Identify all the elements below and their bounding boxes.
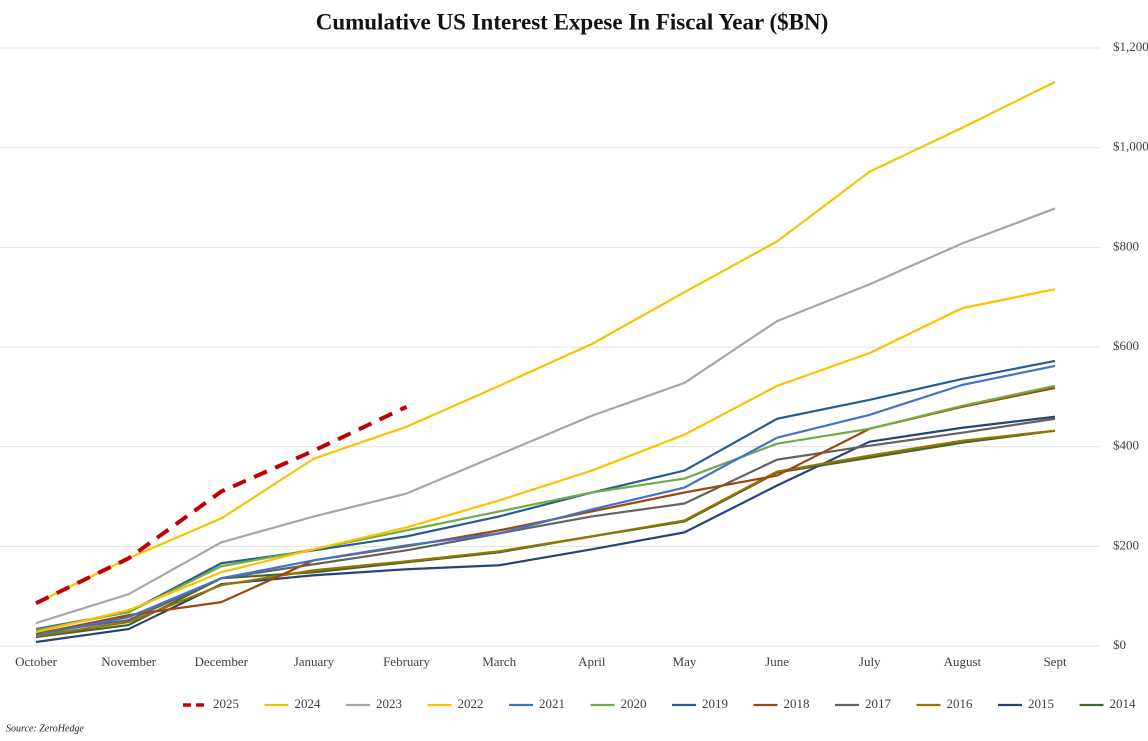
legend-label: 2023: [376, 696, 402, 711]
x-tick-label: June: [765, 654, 789, 669]
legend-label: 2020: [621, 696, 647, 711]
legend-label: 2015: [1028, 696, 1054, 711]
series-line: [35, 80, 1056, 605]
x-tick-label: May: [673, 654, 697, 669]
x-tick-label: November: [101, 654, 157, 669]
x-tick-label: August: [944, 654, 982, 669]
legend-label: 2018: [784, 696, 810, 711]
y-tick-label: $800: [1113, 238, 1139, 253]
legend-label: 2025: [213, 696, 239, 711]
x-tick-label: April: [578, 654, 606, 669]
legend-label: 2016: [947, 696, 974, 711]
y-tick-label: $1,200: [1113, 39, 1148, 54]
legend-label: 2021: [539, 696, 565, 711]
series-line: [35, 404, 408, 605]
x-tick-label: January: [294, 654, 335, 669]
x-tick-label: Sept: [1043, 654, 1067, 669]
y-tick-label: $200: [1113, 537, 1139, 552]
series-line: [35, 384, 1056, 632]
y-tick-label: $600: [1113, 338, 1139, 353]
legend-label: 2022: [458, 696, 484, 711]
source-note: Source: ZeroHedge: [6, 723, 84, 734]
y-tick-label: $0: [1113, 637, 1126, 652]
x-tick-label: February: [383, 654, 430, 669]
legend-label: 2017: [865, 696, 892, 711]
series-line: [35, 207, 1056, 625]
y-tick-label: $400: [1113, 438, 1139, 453]
series-line: [35, 364, 1056, 637]
legend-label: 2019: [702, 696, 728, 711]
x-tick-label: March: [482, 654, 516, 669]
x-tick-label: December: [195, 654, 249, 669]
y-tick-label: $1,000: [1113, 139, 1148, 154]
series-line: [35, 288, 1056, 634]
x-tick-label: July: [859, 654, 881, 669]
legend-label: 2024: [295, 696, 322, 711]
series-line: [35, 429, 1056, 638]
legend-label: 2014: [1110, 696, 1137, 711]
chart-title: Cumulative US Interest Expese In Fiscal …: [316, 9, 829, 34]
x-tick-label: October: [15, 654, 58, 669]
series-line: [35, 359, 1056, 631]
